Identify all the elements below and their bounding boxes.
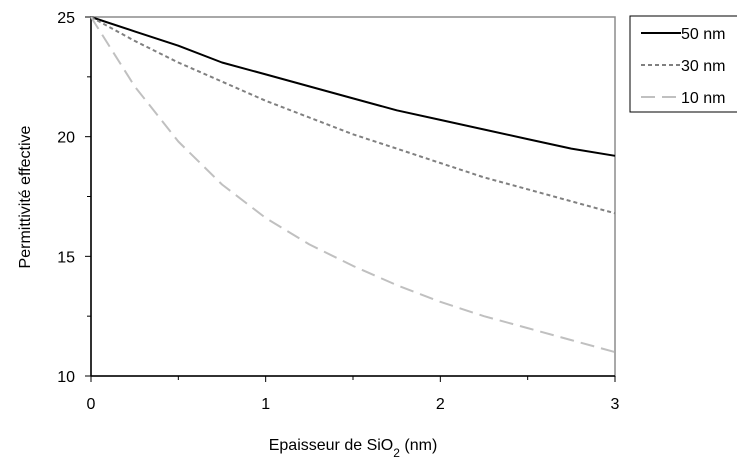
x-axis-title-unit: (nm) xyxy=(400,437,437,454)
series-layer xyxy=(90,16,616,354)
legend-label-10-nm: 10 nm xyxy=(681,90,725,107)
series-line-30-nm xyxy=(90,16,616,215)
series-line-10-nm xyxy=(90,16,616,354)
x-axis-title: Epaisseur de SiO2 (nm) xyxy=(269,437,438,457)
series-line-50-nm xyxy=(90,16,616,157)
y-tick-label: 15 xyxy=(57,249,75,266)
plot-frame xyxy=(90,16,616,377)
legend: 50 nm 30 nm 10 nm xyxy=(629,15,737,113)
x-tick-label: 3 xyxy=(611,396,620,413)
y-axis-ticks: 10 15 20 25 xyxy=(57,10,91,386)
y-tick-label: 25 xyxy=(57,10,75,27)
legend-label-30-nm: 30 nm xyxy=(681,58,725,75)
x-tick-label: 0 xyxy=(87,396,96,413)
legend-label-50-nm: 50 nm xyxy=(681,26,725,43)
x-tick-label: 2 xyxy=(436,396,445,413)
y-tick-label: 10 xyxy=(57,369,75,386)
y-tick-label: 20 xyxy=(57,130,75,147)
y-axis-title: Permittivité effective xyxy=(17,125,34,268)
x-tick-label: 1 xyxy=(261,396,270,413)
x-axis-ticks: 0 1 2 3 xyxy=(87,376,620,413)
x-axis-title-subscript: 2 xyxy=(393,446,400,457)
x-axis-title-main: Epaisseur de SiO xyxy=(269,437,394,454)
plot-area xyxy=(90,16,616,377)
